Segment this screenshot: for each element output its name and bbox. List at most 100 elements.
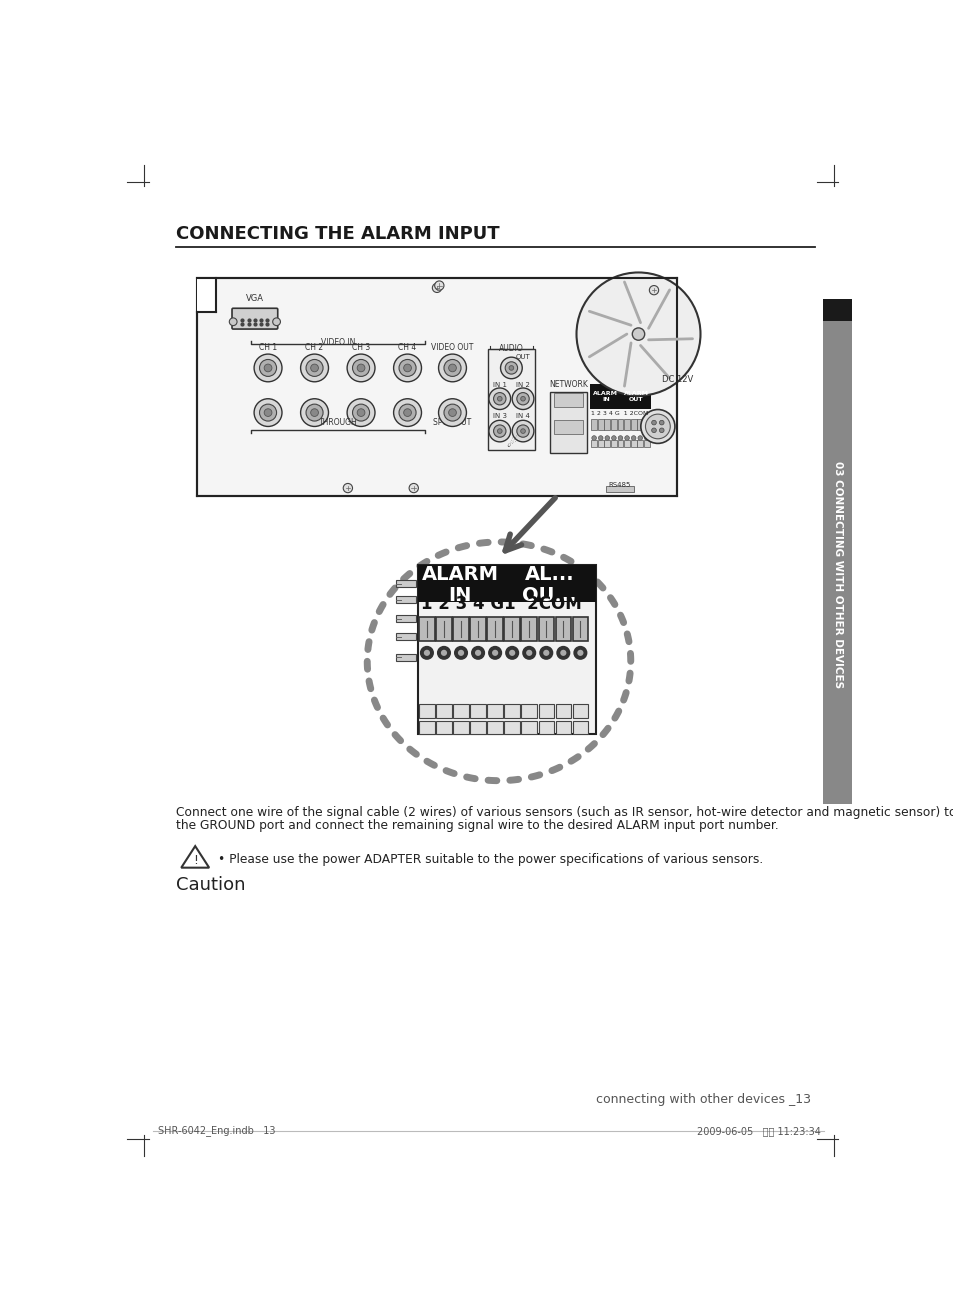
Text: VIDEO IN: VIDEO IN (320, 339, 355, 347)
Text: 2009-06-05   오전 11:23:34: 2009-06-05 오전 11:23:34 (696, 1126, 820, 1137)
Circle shape (559, 650, 566, 655)
Text: AUDIO: AUDIO (498, 344, 523, 353)
Circle shape (457, 650, 464, 655)
Circle shape (522, 646, 535, 659)
Circle shape (264, 364, 272, 371)
Circle shape (347, 399, 375, 426)
Circle shape (488, 646, 500, 659)
Circle shape (306, 360, 323, 377)
Circle shape (624, 436, 629, 441)
Circle shape (440, 650, 447, 655)
Bar (395, 596, 416, 603)
Bar (470, 704, 485, 718)
Bar (591, 419, 597, 429)
Circle shape (520, 429, 525, 433)
Bar (555, 704, 571, 718)
Circle shape (488, 388, 510, 409)
Text: SHR-6042_Eng.indb   13: SHR-6042_Eng.indb 13 (158, 1125, 275, 1137)
Bar (537, 721, 554, 735)
Circle shape (409, 484, 418, 493)
Circle shape (493, 392, 505, 405)
Circle shape (505, 362, 517, 374)
Text: IN 1: IN 1 (493, 382, 506, 388)
Circle shape (394, 354, 421, 382)
Circle shape (259, 404, 276, 421)
Circle shape (264, 408, 272, 416)
Bar (417, 565, 502, 602)
Circle shape (356, 408, 365, 416)
Bar (605, 485, 633, 492)
Text: THROUGH: THROUGH (318, 419, 357, 428)
Bar (623, 439, 629, 447)
Text: connecting with other devices _13: connecting with other devices _13 (596, 1092, 810, 1105)
Circle shape (356, 364, 365, 371)
Text: IN 3: IN 3 (493, 413, 506, 419)
Circle shape (253, 354, 282, 382)
Text: NETWORK: NETWORK (549, 379, 588, 388)
Circle shape (651, 420, 656, 425)
Circle shape (525, 650, 532, 655)
Text: DC 12V: DC 12V (661, 375, 692, 385)
Bar (504, 721, 519, 735)
Bar (554, 420, 583, 434)
Bar (572, 617, 587, 641)
Bar (504, 704, 519, 718)
Bar (637, 439, 642, 447)
Circle shape (542, 650, 549, 655)
FancyBboxPatch shape (232, 309, 277, 330)
Text: 1 2 3 4 G1  2COM: 1 2 3 4 G1 2COM (420, 595, 581, 613)
Circle shape (500, 357, 521, 379)
Circle shape (497, 429, 501, 433)
Circle shape (455, 646, 467, 659)
Circle shape (435, 281, 443, 290)
Text: Connect one wire of the signal cable (2 wires) of various sensors (such as IR se: Connect one wire of the signal cable (2 … (175, 806, 953, 819)
Text: ALARM
OUT: ALARM OUT (623, 391, 648, 402)
Bar (453, 617, 468, 641)
Circle shape (448, 364, 456, 371)
Circle shape (423, 650, 430, 655)
Circle shape (577, 650, 583, 655)
Circle shape (420, 646, 433, 659)
Bar (637, 419, 642, 429)
Bar (395, 581, 416, 587)
Circle shape (438, 399, 466, 426)
Bar (417, 565, 596, 735)
Circle shape (403, 364, 411, 371)
Circle shape (492, 650, 497, 655)
Bar (591, 439, 597, 447)
Bar (630, 439, 636, 447)
Text: VIDEO OUT: VIDEO OUT (431, 343, 474, 352)
Text: OUT: OUT (516, 354, 530, 360)
Circle shape (306, 404, 323, 421)
Circle shape (448, 408, 456, 416)
Circle shape (438, 354, 466, 382)
Circle shape (512, 388, 534, 409)
Bar (604, 419, 610, 429)
Circle shape (517, 392, 529, 405)
Circle shape (591, 436, 596, 441)
Bar (572, 721, 587, 735)
Circle shape (488, 420, 510, 442)
Circle shape (300, 354, 328, 382)
Bar (610, 419, 617, 429)
Text: Caution: Caution (175, 876, 245, 895)
Circle shape (517, 425, 529, 437)
Bar (196, 277, 677, 496)
Bar (418, 617, 435, 641)
Circle shape (353, 360, 369, 377)
Bar (590, 385, 620, 408)
Bar (598, 419, 603, 429)
Bar (436, 617, 452, 641)
Bar (395, 633, 416, 640)
Circle shape (640, 409, 674, 443)
Circle shape (598, 436, 602, 441)
Circle shape (509, 650, 515, 655)
Polygon shape (181, 846, 209, 867)
Circle shape (651, 428, 656, 433)
Circle shape (631, 436, 636, 441)
Text: IN 2: IN 2 (516, 382, 530, 388)
Bar (550, 392, 587, 454)
Bar (436, 721, 452, 735)
Circle shape (443, 404, 460, 421)
Circle shape (557, 646, 569, 659)
